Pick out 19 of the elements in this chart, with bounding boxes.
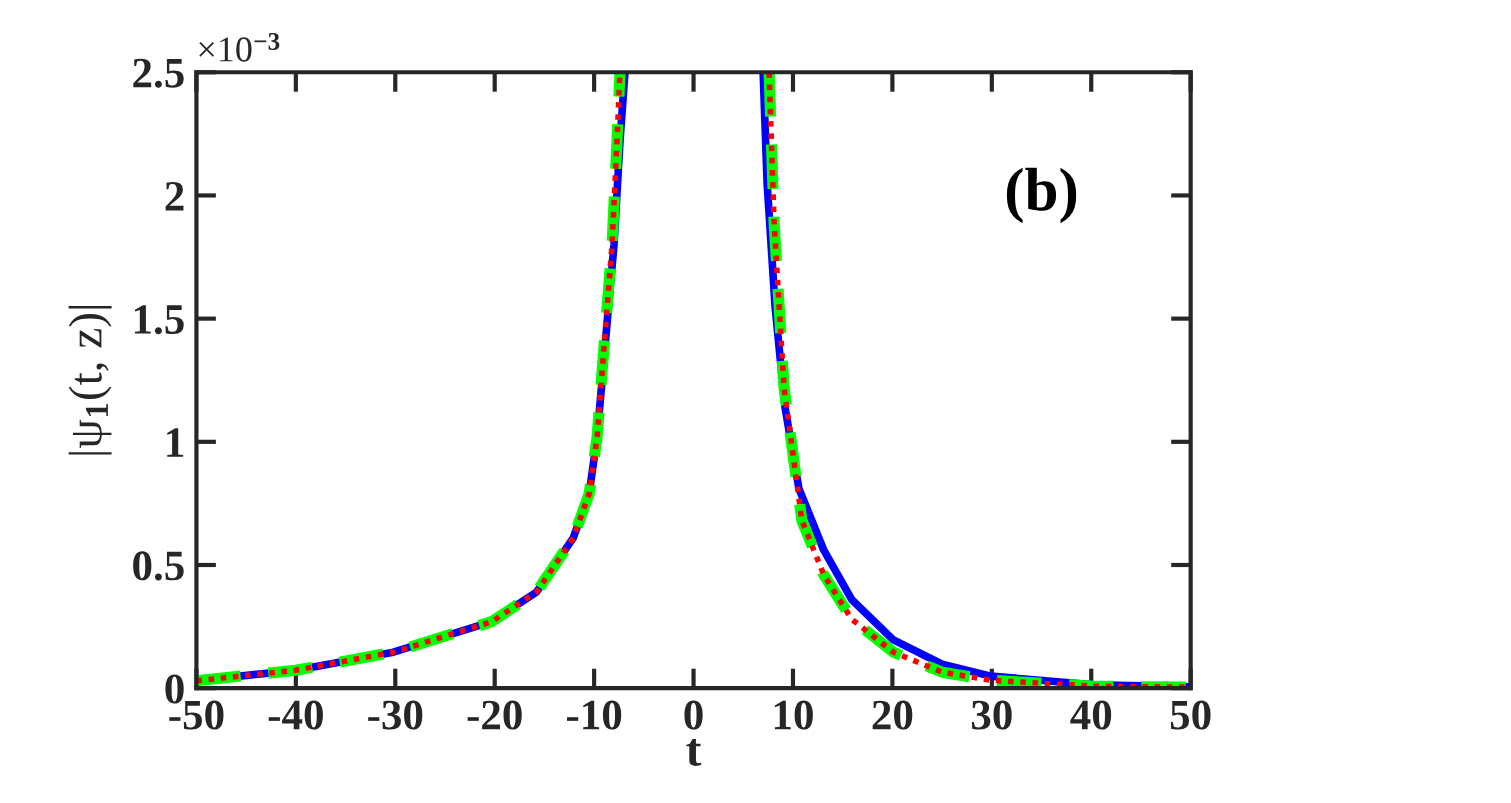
x-tick-label: 40 xyxy=(1070,700,1112,730)
x-tick-label: 0 xyxy=(684,700,703,730)
y-tick-label: 1 xyxy=(167,428,184,457)
x-tick-label: -10 xyxy=(567,700,622,730)
x-tick-label: -40 xyxy=(268,700,323,730)
x-tick-label: 50 xyxy=(1170,700,1211,730)
y-tick-label: 1.5 xyxy=(134,305,184,335)
annotation: (b) xyxy=(1006,167,1077,224)
y-axis-title: |ψ$_{1}$(t, z)| xyxy=(68,306,112,455)
y-tick-label: 2 xyxy=(165,181,184,211)
text: ×10$^{−3}$ xyxy=(199,32,280,62)
y-tick-label: 0.5 xyxy=(133,551,184,581)
x-tick-label: 30 xyxy=(971,700,1012,730)
x-tick-label: -30 xyxy=(368,700,423,730)
x-tick-label: 10 xyxy=(774,700,813,730)
y-tick-label: 2.5 xyxy=(133,58,184,88)
x-tick-label: -20 xyxy=(467,700,522,730)
x-axis-title: t xyxy=(686,738,702,767)
x-tick-label: 20 xyxy=(872,700,913,730)
